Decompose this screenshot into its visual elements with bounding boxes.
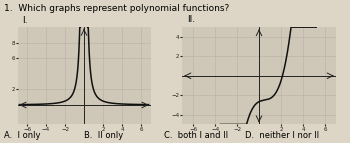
Text: I.: I. bbox=[22, 16, 28, 25]
Text: D.  neither I nor II: D. neither I nor II bbox=[245, 131, 319, 140]
Text: A.  I only: A. I only bbox=[4, 131, 40, 140]
Text: B.  II only: B. II only bbox=[84, 131, 123, 140]
Text: C.  both I and II: C. both I and II bbox=[164, 131, 229, 140]
Text: 1.  Which graphs represent polynomial functions?: 1. Which graphs represent polynomial fun… bbox=[4, 4, 229, 13]
Text: II.: II. bbox=[188, 15, 196, 24]
